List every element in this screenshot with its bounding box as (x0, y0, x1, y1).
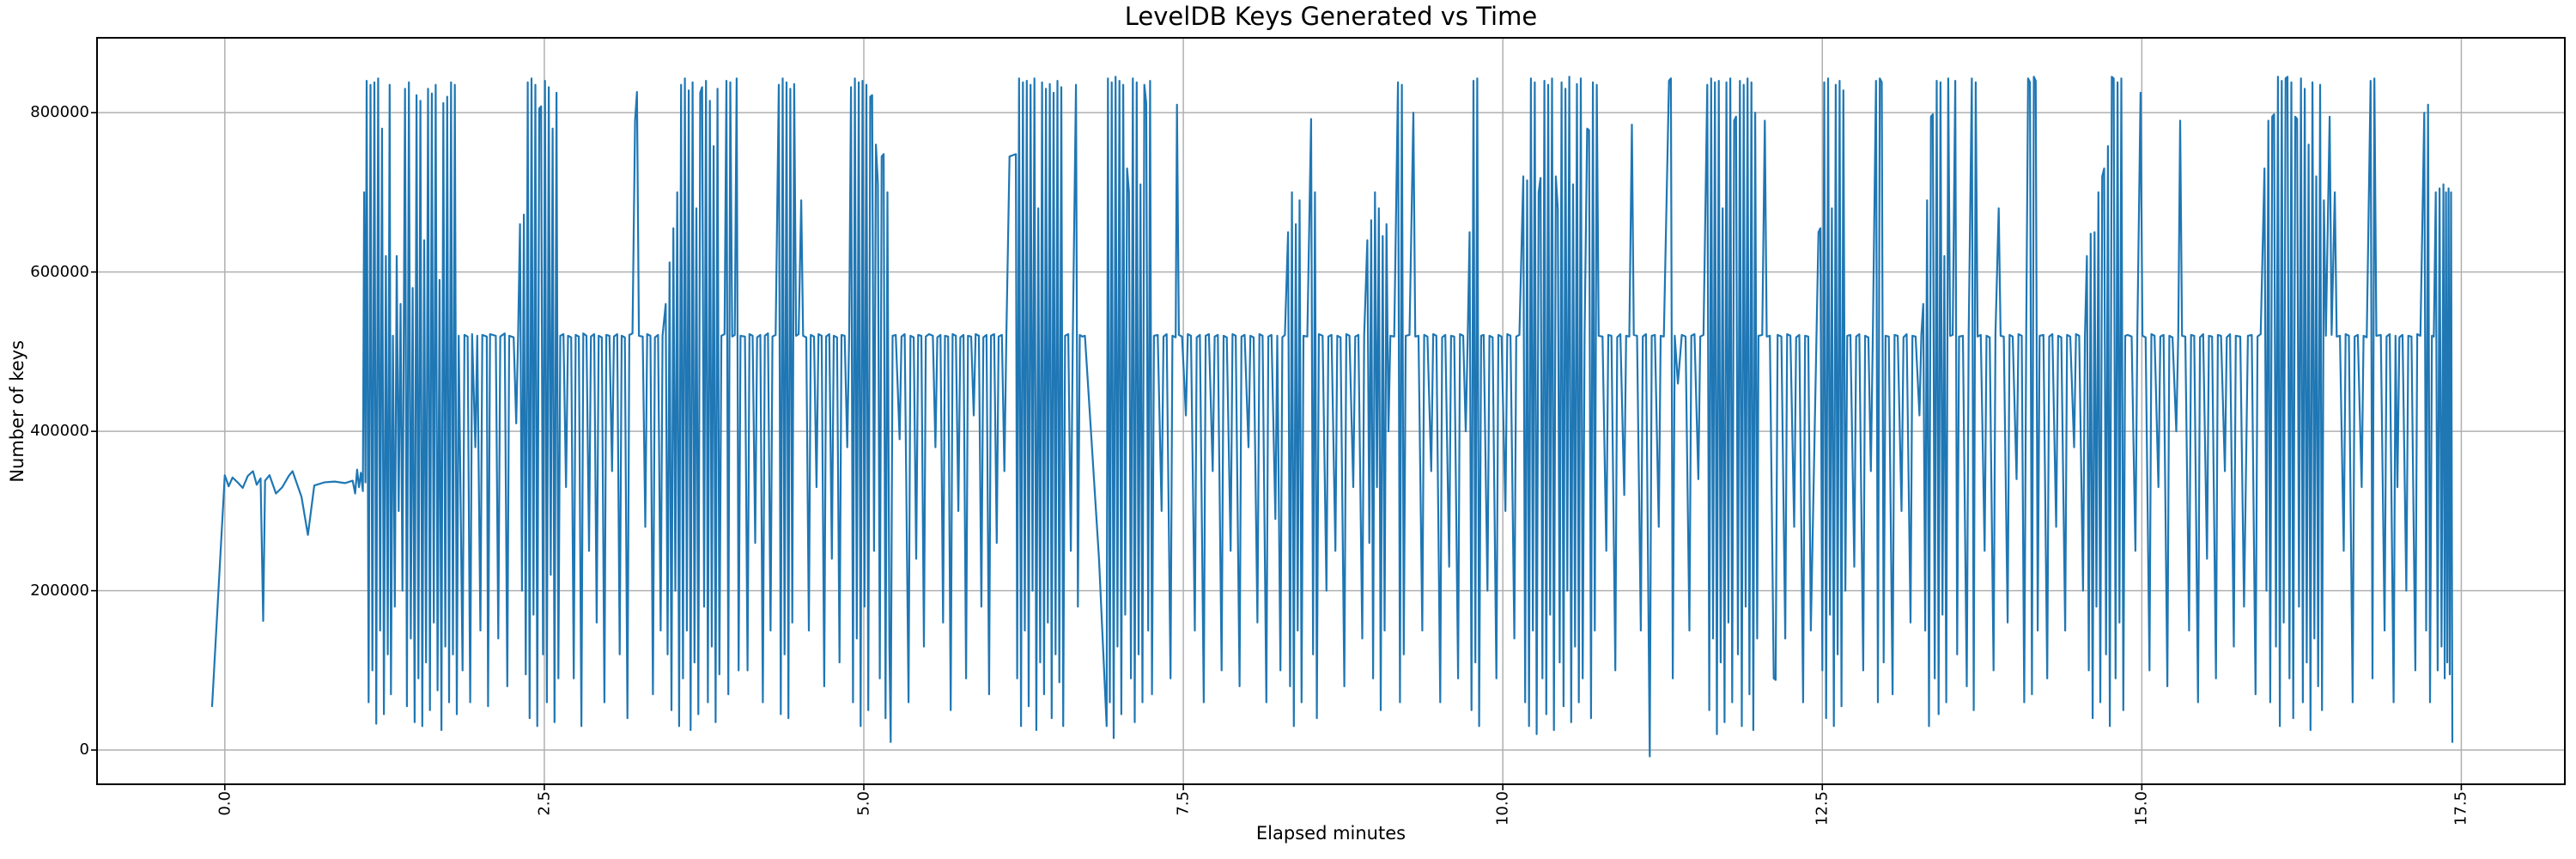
x-tick-label: 17.5 (2451, 791, 2470, 826)
y-tick-label: 200000 (30, 581, 89, 600)
y-axis-label-wrap: Number of keys (2, 0, 33, 822)
x-tick-label: 10.0 (1493, 791, 1512, 826)
y-tick-label: 600000 (30, 262, 89, 281)
y-axis-label: Number of keys (7, 339, 27, 483)
x-tick-label: 0.0 (216, 791, 234, 816)
plot-border (96, 37, 2566, 785)
x-tick-label: 12.5 (1813, 791, 1832, 826)
x-axis-label: Elapsed minutes (1255, 823, 1406, 844)
chart-title: LevelDB Keys Generated vs Time (1124, 2, 1538, 31)
x-tick-label: 5.0 (854, 791, 873, 816)
y-tick-label: 400000 (30, 422, 89, 441)
y-tick-label: 0 (79, 740, 89, 759)
keys-line-series (210, 76, 2454, 758)
y-tick-label: 800000 (30, 103, 89, 122)
x-tick-label: 7.5 (1174, 791, 1193, 816)
x-tick-label: 15.0 (2132, 791, 2151, 826)
x-tick-label: 2.5 (535, 791, 554, 816)
